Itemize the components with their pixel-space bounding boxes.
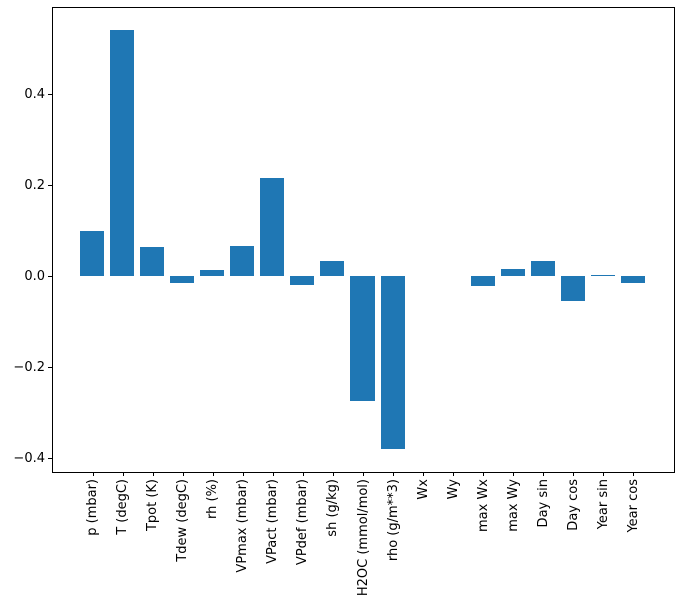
bar xyxy=(530,261,555,276)
x-tick-label: Wx xyxy=(415,479,431,500)
y-tick-mark xyxy=(48,185,52,187)
x-tick-mark xyxy=(453,472,455,476)
x-tick-label: VPdef (mbar) xyxy=(295,479,311,566)
x-tick-mark xyxy=(332,472,334,476)
x-tick-mark xyxy=(633,472,635,476)
x-tick-label: Year sin xyxy=(595,479,611,530)
x-tick-mark xyxy=(242,472,244,476)
x-tick-label: max Wx xyxy=(475,479,491,533)
y-tick-mark xyxy=(48,276,52,278)
bar xyxy=(590,274,615,276)
y-tick-mark xyxy=(48,94,52,96)
x-tick-label: p (mbar) xyxy=(85,479,101,536)
x-tick-mark xyxy=(92,472,94,476)
x-tick-mark xyxy=(122,472,124,476)
x-tick-label: Year cos xyxy=(625,479,641,533)
y-tick-label: 0.4 xyxy=(24,86,45,102)
x-tick-label: Tdew (degC) xyxy=(175,479,191,562)
y-tick-label: 0.0 xyxy=(24,268,45,284)
bar xyxy=(230,246,255,276)
x-tick-mark xyxy=(423,472,425,476)
x-tick-label: max Wy xyxy=(505,479,521,532)
bar xyxy=(380,275,405,449)
bar xyxy=(560,275,585,301)
x-tick-mark xyxy=(603,472,605,476)
x-tick-mark xyxy=(393,472,395,476)
x-tick-label: Day sin xyxy=(535,479,551,528)
bar xyxy=(200,270,225,276)
bar xyxy=(620,275,645,283)
x-tick-mark xyxy=(483,472,485,476)
x-tick-mark xyxy=(272,472,274,476)
x-tick-mark xyxy=(182,472,184,476)
bar xyxy=(260,178,285,276)
y-tick-label: −0.4 xyxy=(13,450,45,466)
x-tick-mark xyxy=(573,472,575,476)
x-tick-label: VPmax (mbar) xyxy=(235,479,251,573)
bar xyxy=(350,275,375,401)
bar xyxy=(320,260,345,276)
y-tick-mark xyxy=(48,367,52,369)
x-tick-label: Wy xyxy=(445,479,461,500)
y-tick-label: 0.2 xyxy=(24,177,45,193)
bar xyxy=(80,231,105,276)
bar xyxy=(500,269,525,276)
bar xyxy=(470,275,495,286)
x-tick-mark xyxy=(543,472,545,476)
bar xyxy=(170,275,195,283)
x-tick-mark xyxy=(513,472,515,476)
x-tick-label: H2OC (mmol/mol) xyxy=(355,479,371,597)
x-tick-mark xyxy=(212,472,214,476)
x-tick-label: sh (g/kg) xyxy=(325,479,341,537)
x-tick-label: VPact (mbar) xyxy=(265,479,281,564)
x-tick-label: rh (%) xyxy=(205,479,221,519)
y-tick-mark xyxy=(48,458,52,460)
x-tick-label: rho (g/m**3) xyxy=(385,479,401,562)
plot-area xyxy=(52,7,675,473)
x-tick-mark xyxy=(363,472,364,476)
x-tick-mark xyxy=(302,472,304,476)
bar xyxy=(110,29,135,276)
bar xyxy=(140,247,165,276)
y-tick-label: −0.2 xyxy=(13,359,45,375)
x-tick-label: Tpot (K) xyxy=(145,479,161,532)
x-tick-label: T (degC) xyxy=(115,479,131,535)
bar xyxy=(290,275,315,285)
x-tick-label: Day cos xyxy=(565,479,581,531)
x-tick-mark xyxy=(152,472,154,476)
